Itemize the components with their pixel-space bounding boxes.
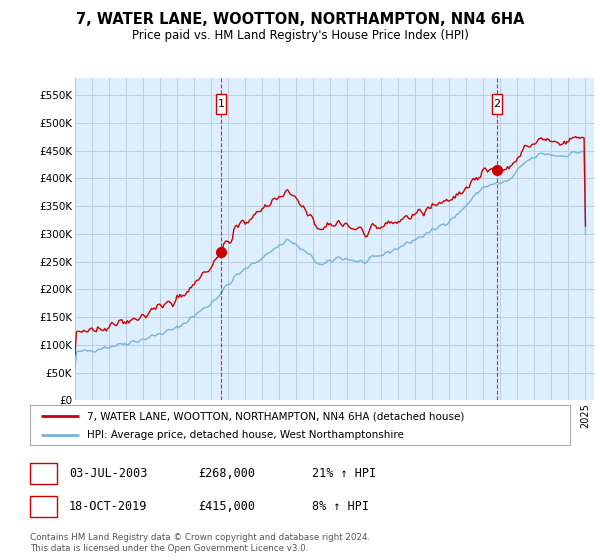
Text: 03-JUL-2003: 03-JUL-2003 [69, 466, 148, 480]
Text: 1: 1 [39, 466, 48, 480]
Text: 21% ↑ HPI: 21% ↑ HPI [312, 466, 376, 480]
Text: 18-OCT-2019: 18-OCT-2019 [69, 500, 148, 514]
Text: 7, WATER LANE, WOOTTON, NORTHAMPTON, NN4 6HA (detached house): 7, WATER LANE, WOOTTON, NORTHAMPTON, NN4… [86, 411, 464, 421]
FancyBboxPatch shape [216, 94, 226, 114]
Text: Price paid vs. HM Land Registry's House Price Index (HPI): Price paid vs. HM Land Registry's House … [131, 29, 469, 42]
Text: 2: 2 [39, 500, 48, 514]
Text: 1: 1 [218, 99, 224, 109]
Text: £415,000: £415,000 [198, 500, 255, 514]
Text: 7, WATER LANE, WOOTTON, NORTHAMPTON, NN4 6HA: 7, WATER LANE, WOOTTON, NORTHAMPTON, NN4… [76, 12, 524, 27]
FancyBboxPatch shape [492, 94, 502, 114]
Text: 2: 2 [493, 99, 500, 109]
Text: £268,000: £268,000 [198, 466, 255, 480]
Text: Contains HM Land Registry data © Crown copyright and database right 2024.
This d: Contains HM Land Registry data © Crown c… [30, 533, 370, 553]
Text: HPI: Average price, detached house, West Northamptonshire: HPI: Average price, detached house, West… [86, 430, 404, 440]
Text: 8% ↑ HPI: 8% ↑ HPI [312, 500, 369, 514]
